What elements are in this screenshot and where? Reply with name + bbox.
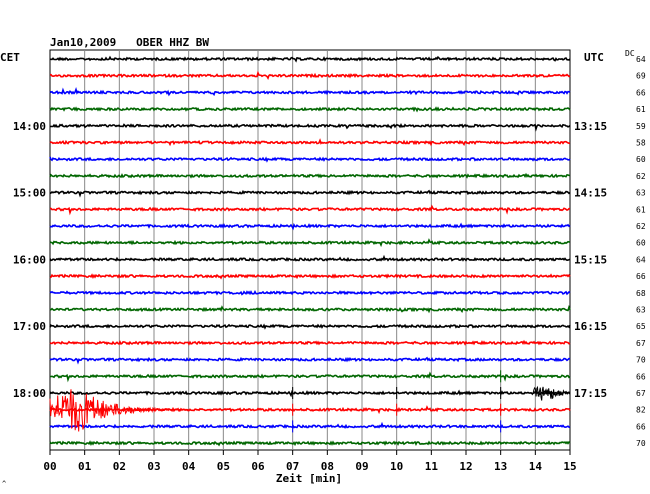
- x-tick-label: 02: [113, 460, 126, 473]
- trace-8: [49, 189, 571, 198]
- x-axis-label: Zeit [min]: [276, 472, 342, 485]
- trace-9: [49, 204, 570, 216]
- left-hour-label: 18:00: [13, 387, 46, 400]
- trace-4: [49, 123, 571, 132]
- x-tick-label: 04: [182, 460, 196, 473]
- dc-value: 66: [636, 88, 646, 97]
- trace-19: [49, 371, 571, 383]
- right-hour-label: 13:15: [574, 120, 607, 133]
- right-timezone-label: UTC: [584, 51, 604, 64]
- trace-11: [49, 238, 570, 248]
- x-tick-label: 07: [286, 460, 299, 473]
- dc-value: 66: [636, 372, 646, 381]
- left-hour-label: 14:00: [13, 120, 46, 133]
- dc-value: 61: [636, 105, 646, 114]
- dc-value: 63: [636, 189, 646, 198]
- right-hour-label: 15:15: [574, 253, 607, 266]
- x-tick-label: 15: [563, 460, 576, 473]
- dc-value: 61: [636, 205, 646, 214]
- x-tick-label: 14: [529, 460, 543, 473]
- x-tick-label: 13: [494, 460, 507, 473]
- x-tick-label: 08: [321, 460, 334, 473]
- dc-value: 64: [636, 255, 646, 264]
- dc-value: 68: [636, 289, 646, 298]
- trace-20: [49, 389, 571, 398]
- event-group: [49, 385, 571, 432]
- left-hour-label: 15:00: [13, 187, 46, 200]
- dc-value: 70: [636, 356, 646, 365]
- trace-14: [49, 289, 571, 296]
- x-tick-label: 12: [459, 460, 472, 473]
- x-tick-label: 00: [43, 460, 56, 473]
- right-hour-label: 14:15: [574, 187, 607, 200]
- dc-value: 67: [636, 339, 646, 348]
- trace-13: [49, 273, 571, 280]
- plot-frame: [49, 49, 571, 451]
- trace-17: [49, 339, 571, 346]
- dc-value: 59: [636, 122, 646, 131]
- seismic-event-1: [531, 385, 571, 401]
- chart-title: Jan10,2009 OBER HHZ BW: [50, 36, 209, 49]
- left-hour-label: 17:00: [13, 320, 46, 333]
- x-tick-label: 01: [78, 460, 92, 473]
- x-tick-label: 05: [217, 460, 230, 473]
- dc-value: 69: [636, 72, 646, 81]
- dc-value: 67: [636, 389, 646, 398]
- grid-lines: [49, 49, 571, 451]
- dc-value: 65: [636, 322, 646, 331]
- dc-value: 60: [636, 239, 646, 248]
- trace-15: [49, 304, 571, 314]
- dc-value: 66: [636, 272, 646, 281]
- x-tick-label: 11: [425, 460, 439, 473]
- trace-18: [49, 356, 571, 365]
- dc-value: 82: [636, 406, 646, 415]
- x-tick-label: 03: [147, 460, 160, 473]
- trace-7: [49, 172, 571, 179]
- trace-group: [49, 55, 571, 447]
- dc-value: 60: [636, 155, 646, 164]
- dc-value: 66: [636, 422, 646, 431]
- trace-12: [49, 254, 571, 262]
- dc-value: 62: [636, 172, 646, 181]
- dc-value: 63: [636, 306, 646, 315]
- dc-value: 62: [636, 222, 646, 231]
- dc-value: 58: [636, 139, 646, 148]
- dc-column-label: DC: [625, 49, 635, 58]
- dc-value: 64: [636, 55, 646, 64]
- trace-2: [49, 86, 571, 97]
- label-group: 00 01 02 03 04 05 06 07 08 09 10 11 12 13 14 15 14:00 15:…: [13, 55, 646, 473]
- trace-0: [50, 55, 571, 63]
- trace-1: [49, 70, 571, 80]
- trace-16: [49, 323, 571, 330]
- x-tick-label: 09: [355, 460, 368, 473]
- left-timezone-label: CET: [0, 51, 20, 64]
- dc-value: 70: [636, 439, 646, 448]
- seismic-event-0: [49, 389, 189, 432]
- right-hour-label: 17:15: [574, 387, 607, 400]
- right-hour-label: 16:15: [574, 320, 607, 333]
- trace-23: [49, 440, 571, 447]
- trace-10: [49, 222, 571, 231]
- trace-6: [49, 156, 571, 163]
- x-tick-label: 10: [390, 460, 403, 473]
- left-hour-label: 16:00: [13, 253, 46, 266]
- trace-22: [49, 421, 571, 429]
- trace-3: [49, 106, 571, 113]
- trace-5: [49, 138, 571, 147]
- x-tick-label: 06: [251, 460, 265, 473]
- footer-mark: ^: [2, 480, 6, 488]
